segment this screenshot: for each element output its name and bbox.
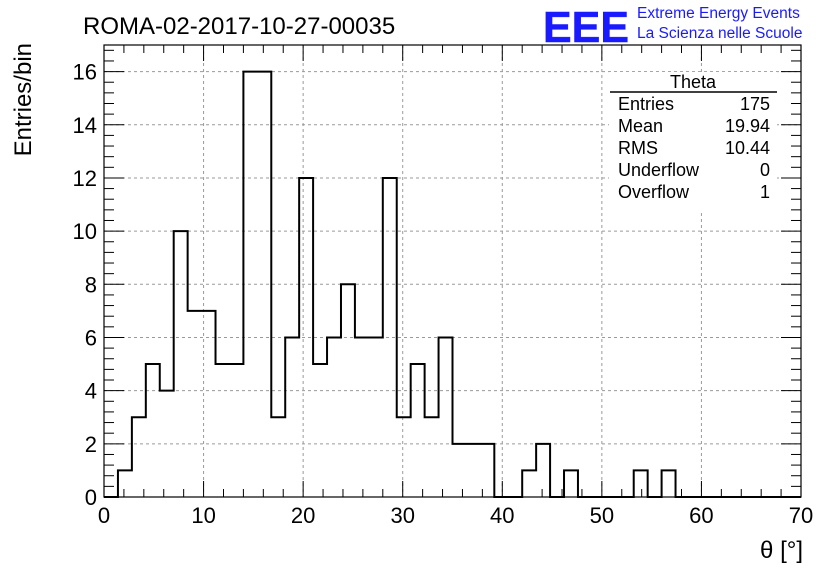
- y-tick-label: 12: [73, 166, 97, 191]
- x-tick-label: 70: [789, 503, 813, 528]
- x-tick-label: 0: [98, 503, 110, 528]
- y-tick-label: 2: [85, 432, 97, 457]
- stats-box-title: Theta: [670, 72, 717, 92]
- axis-ticks: [103, 45, 802, 498]
- stats-value-rms: 10.44: [725, 138, 770, 158]
- y-tick-labels: 0 2 4 6 8 10 12 14 16: [73, 60, 97, 510]
- plot-frame: [103, 44, 802, 498]
- y-tick-label: 4: [85, 379, 97, 404]
- stats-box-background: [609, 72, 777, 210]
- stats-label-entries: Entries: [618, 94, 674, 114]
- x-tick-label: 40: [490, 503, 514, 528]
- y-axis-label: Entries/bin: [10, 43, 37, 156]
- x-tick-labels: 0 10 20 30 40 50 60 70: [98, 503, 813, 528]
- y-tick-label: 8: [85, 272, 97, 297]
- x-tick-label: 20: [291, 503, 315, 528]
- histogram-series: [104, 70, 801, 498]
- y-tick-label: 0: [85, 485, 97, 510]
- y-tick-label: 16: [73, 60, 97, 85]
- y-tick-label: 10: [73, 219, 97, 244]
- stats-label-rms: RMS: [618, 138, 658, 158]
- stats-label-mean: Mean: [618, 116, 663, 136]
- stats-value-entries: 175: [740, 94, 770, 114]
- stats-label-overflow: Overflow: [618, 182, 690, 202]
- stats-value-underflow: 0: [760, 160, 770, 180]
- stats-value-overflow: 1: [760, 182, 770, 202]
- x-tick-label: 60: [689, 503, 713, 528]
- x-tick-label: 10: [191, 503, 215, 528]
- logo-line-1: Extreme Energy Events: [637, 5, 800, 22]
- logo-line-2: La Scienza nelle Scuole: [637, 25, 802, 42]
- x-tick-label: 50: [590, 503, 614, 528]
- eee-logo: EEE Extreme Energy Events La Scienza nel…: [543, 3, 803, 53]
- chart-title: ROMA-02-2017-10-27-00035: [83, 13, 395, 40]
- stats-value-mean: 19.94: [725, 116, 770, 136]
- x-axis-label: θ [°]: [760, 537, 803, 564]
- stats-label-underflow: Underflow: [618, 160, 700, 180]
- eee-logo-text: EEE: [543, 3, 629, 52]
- y-tick-label: 6: [85, 325, 97, 350]
- stats-box: Theta Entries 175 Mean 19.94 RMS 10.44 U…: [609, 72, 777, 210]
- y-tick-label: 14: [73, 113, 97, 138]
- x-tick-label: 30: [390, 503, 414, 528]
